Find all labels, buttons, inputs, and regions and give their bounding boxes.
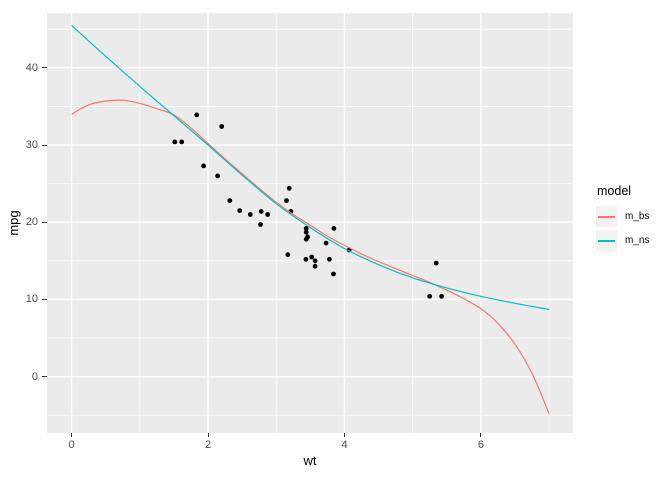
y-axis-tick-label: 40 xyxy=(25,61,38,74)
y-axis-tick xyxy=(42,67,47,69)
data-point xyxy=(284,198,289,204)
legend-key xyxy=(596,230,617,251)
data-point xyxy=(327,256,332,262)
data-point xyxy=(227,198,233,204)
data-point xyxy=(331,271,336,277)
data-point xyxy=(303,229,309,235)
data-point xyxy=(323,240,329,246)
data-point xyxy=(285,252,291,258)
x-axis-tick-label: 0 xyxy=(68,439,75,451)
data-point xyxy=(312,263,318,269)
data-point xyxy=(194,112,200,118)
legend-label: m_bs xyxy=(625,211,650,222)
x-axis-tick-label: 2 xyxy=(204,439,212,451)
data-point xyxy=(303,236,309,242)
y-axis-tick-label: 10 xyxy=(25,293,38,306)
chart-canvas xyxy=(47,13,573,433)
y-axis-tick-label: 20 xyxy=(25,216,38,229)
data-point xyxy=(258,209,264,214)
x-axis-title: wt xyxy=(303,453,317,468)
data-point xyxy=(179,139,185,145)
data-point xyxy=(201,163,207,169)
legend-item-m_bs: m_bs xyxy=(596,206,649,227)
data-point xyxy=(331,226,337,231)
y-axis-tick-label: 0 xyxy=(31,370,38,383)
data-point xyxy=(286,185,292,191)
x-axis-tick xyxy=(480,433,482,437)
data-point xyxy=(215,173,221,179)
x-axis-tick-label: 4 xyxy=(341,439,348,451)
x-axis-tick xyxy=(207,433,209,437)
legend-item-m_ns: m_ns xyxy=(596,230,649,251)
x-axis-tick xyxy=(344,433,345,437)
data-point xyxy=(303,226,309,231)
legend-label: m_ns xyxy=(625,235,650,246)
y-axis-tick xyxy=(42,221,47,223)
y-axis-tick-label: 30 xyxy=(25,139,38,151)
data-point xyxy=(312,258,318,264)
curve-m_bs xyxy=(71,99,550,414)
data-point xyxy=(258,222,263,227)
legend-key-line xyxy=(598,240,615,242)
legend-title: model xyxy=(597,184,632,198)
data-point xyxy=(172,139,178,145)
y-axis-tick xyxy=(42,144,47,146)
data-point xyxy=(309,254,315,260)
data-point xyxy=(427,293,433,299)
data-point xyxy=(303,256,309,262)
x-axis-tick-label: 6 xyxy=(477,439,484,451)
legend-items: m_bs m_ns xyxy=(596,206,649,251)
data-point xyxy=(247,212,253,217)
data-point xyxy=(433,260,439,266)
data-point xyxy=(237,208,243,214)
x-axis-tick xyxy=(71,433,73,437)
y-axis-tick xyxy=(42,298,47,300)
legend: model m_bs m_ns xyxy=(596,184,649,254)
curve-m_ns xyxy=(71,24,550,311)
y-axis-tick xyxy=(42,376,47,378)
legend-key xyxy=(596,206,617,227)
data-point xyxy=(439,293,444,299)
data-point xyxy=(265,212,271,217)
y-axis-title: mpg xyxy=(6,210,21,236)
plot-panel xyxy=(47,13,573,433)
legend-key-line xyxy=(598,216,615,218)
data-point xyxy=(219,124,225,129)
